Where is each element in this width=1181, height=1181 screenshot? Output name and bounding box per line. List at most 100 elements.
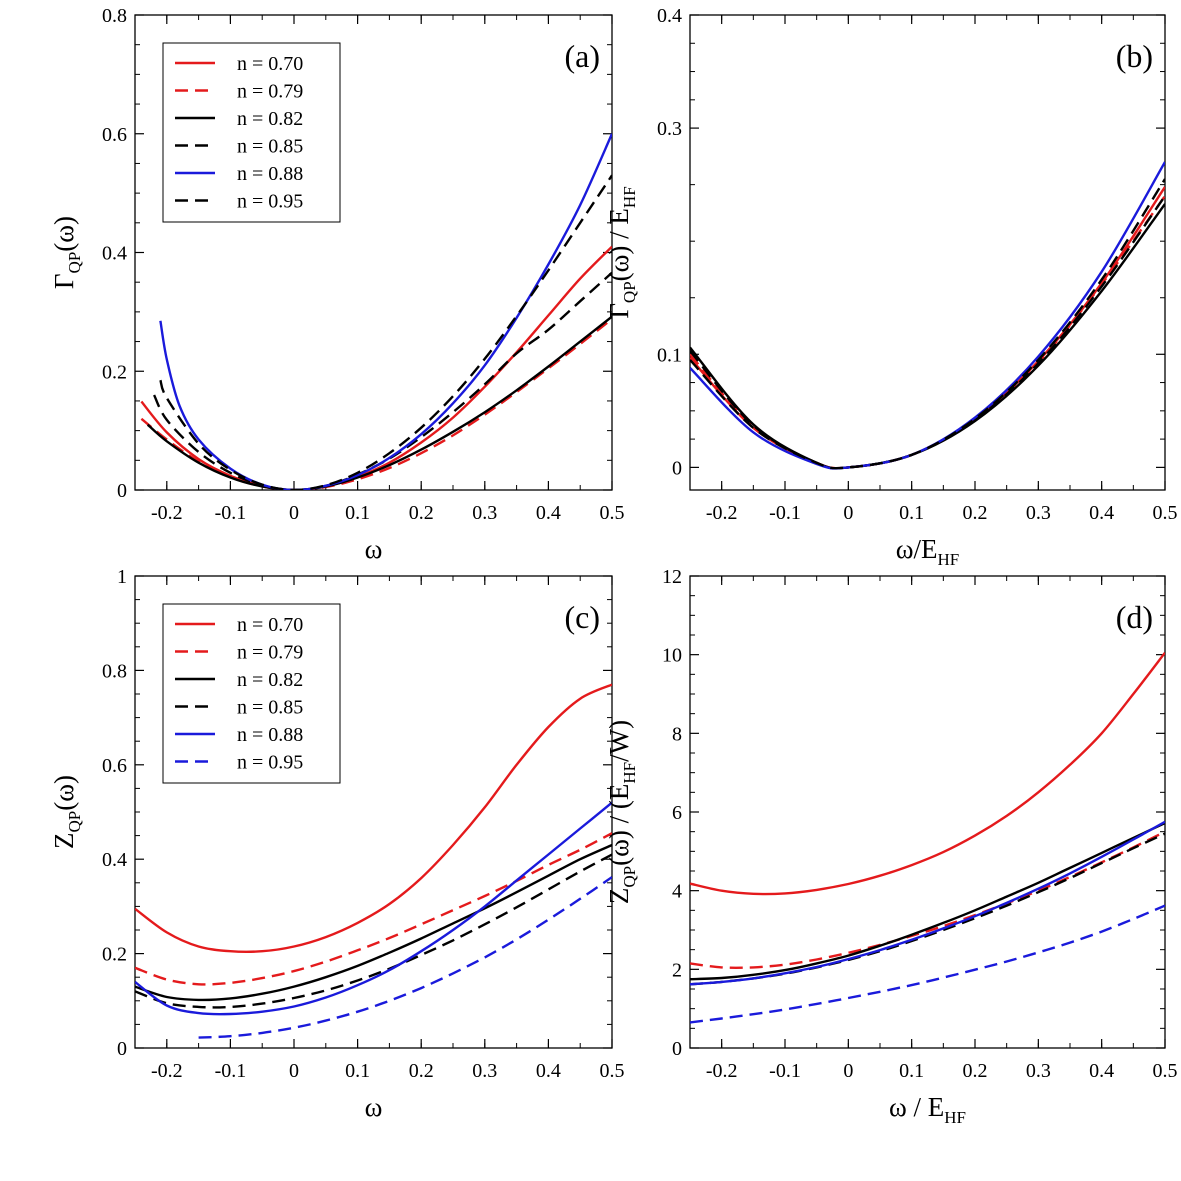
y-axis-label-sub2: HF	[620, 186, 639, 208]
x-tick-label: 0.2	[963, 502, 988, 524]
legend-label-2: n = 0.82	[237, 669, 303, 691]
x-axis-label-base: ω	[365, 534, 383, 564]
legend-label-5: n = 0.95	[237, 191, 303, 213]
x-tick-label: 0.2	[409, 502, 434, 524]
x-tick-label: 0	[289, 502, 299, 524]
x-axis-label-sub: HF	[944, 1108, 966, 1127]
legend-box	[162, 603, 341, 784]
series-line-4	[690, 820, 1165, 986]
y-tick-label: 0.4	[657, 5, 682, 27]
y-axis-label: ZQP(ω) / (EHF/W)	[604, 720, 639, 904]
panel-c: -0.2 -0.1 0 0.1 0.2 0.3 0.4 0.5 0 0.2 0.4 0.6 0.8 1 (c…	[49, 566, 625, 1122]
x-tick-label: -0.1	[215, 1060, 247, 1082]
x-axis-label: ω	[365, 534, 383, 564]
x-tick-label: 0.3	[1026, 502, 1051, 524]
x-tick-label: 0.2	[963, 1060, 988, 1082]
y-tick-label: 0	[672, 457, 682, 479]
y-tick-label: 1	[117, 566, 127, 588]
x-tick-label: 0.1	[899, 1060, 924, 1082]
y-tick-label: 0.4	[102, 243, 127, 265]
y-tick-label: 0.6	[102, 755, 127, 777]
panel-d: -0.2 -0.1 0 0.1 0.2 0.3 0.4 0.5 0 2 4 6 8 10 12 (d) ω / …	[604, 566, 1178, 1127]
x-tick-label: -0.2	[151, 1060, 183, 1082]
x-tick-label: 0.3	[472, 502, 497, 524]
legend-label-4: n = 0.88	[237, 163, 303, 185]
series-line-3	[690, 195, 1165, 470]
legend: n = 0.70 n = 0.79 n = 0.82 n = 0.85 n = 0.88…	[162, 603, 341, 784]
series-line-2	[690, 821, 1165, 981]
panel-b: -0.2 -0.1 0 0.1 0.2 0.3 0.4 0.5 0 0.1 0.3 0.4 (b) ω/E…	[604, 5, 1178, 569]
y-tick-label: 0	[672, 1038, 682, 1060]
y-tick-label: 10	[662, 645, 682, 667]
series-line-2	[690, 203, 1165, 470]
x-tick-label: 0.5	[1153, 502, 1178, 524]
y-tick-label: 0.8	[102, 660, 127, 682]
y-axis-label: ΓQP(ω) / EHF	[604, 186, 639, 318]
y-tick-label: 0.4	[102, 849, 127, 871]
panel-label: (c)	[564, 599, 600, 635]
series-line-5	[690, 178, 1165, 470]
x-tick-label: 0.4	[536, 1060, 561, 1082]
series-line-1	[690, 830, 1165, 969]
y-axis-label: ΓQP(ω)	[49, 216, 84, 289]
y-tick-label: 0	[117, 1038, 127, 1060]
series-line-3	[135, 853, 612, 1009]
x-tick-label: 0.1	[345, 502, 370, 524]
x-tick-label: -0.2	[151, 502, 183, 524]
legend-label-5: n = 0.95	[237, 752, 303, 774]
legend-label-0: n = 0.70	[237, 614, 303, 636]
x-tick-label: 0.1	[345, 1060, 370, 1082]
series-line-1	[135, 832, 612, 986]
x-tick-label: 0.5	[600, 502, 625, 524]
series-group	[690, 651, 1165, 1024]
x-tick-label: 0	[843, 502, 853, 524]
y-tick-label: 0.2	[102, 361, 127, 383]
series-group	[690, 161, 1165, 470]
x-tick-label: 0.3	[1026, 1060, 1051, 1082]
panel-label: (b)	[1116, 38, 1153, 74]
series-line-0	[690, 651, 1165, 896]
y-axis-label-rest: (ω)	[49, 216, 79, 252]
legend-label-1: n = 0.79	[237, 642, 303, 664]
y-axis-label-symbol: Γ	[604, 303, 634, 319]
legend-box	[162, 42, 341, 223]
series-line-0	[135, 683, 612, 953]
panel-label: (d)	[1116, 599, 1153, 635]
x-tick-label: -0.2	[706, 502, 738, 524]
series-line-4	[690, 161, 1165, 470]
y-axis-label-symbol: Γ	[49, 273, 79, 289]
x-tick-label: 0.4	[1089, 1060, 1114, 1082]
x-tick-label: 0.5	[600, 1060, 625, 1082]
y-axis-label-symbol: Z	[49, 833, 79, 850]
y-tick-label: 2	[672, 959, 682, 981]
x-tick-label: 0.3	[472, 1060, 497, 1082]
x-tick-label: -0.1	[769, 502, 801, 524]
series-line-0	[690, 186, 1165, 470]
series-group	[135, 683, 612, 1039]
x-tick-label: 0.1	[899, 502, 924, 524]
panel-a: -0.2 -0.1 0 0.1 0.2 0.3 0.4 0.5 0 0.2 0.4 0.6 0.8 (a)…	[49, 5, 625, 564]
legend: n = 0.70 n = 0.79 n = 0.82 n = 0.85 n = 0.88…	[162, 42, 341, 223]
y-axis-label-sub: QP	[620, 281, 639, 303]
x-tick-label: 0.4	[1089, 502, 1114, 524]
x-tick-label: -0.1	[769, 1060, 801, 1082]
y-axis-label-symbol: Z	[604, 888, 634, 905]
series-line-5	[690, 904, 1165, 1024]
legend-label-0: n = 0.70	[237, 53, 303, 75]
y-tick-label: 0.1	[657, 344, 682, 366]
series-line-5	[159, 174, 612, 490]
x-axis-label: ω / EHF	[889, 1092, 966, 1127]
series-group	[140, 133, 612, 490]
y-tick-label: 0.2	[102, 944, 127, 966]
x-axis-label-base: ω	[365, 1092, 383, 1122]
series-line-3	[690, 832, 1165, 986]
legend-label-4: n = 0.88	[237, 724, 303, 746]
y-axis-label: ZQP(ω)	[49, 775, 84, 849]
legend-label-2: n = 0.82	[237, 108, 303, 130]
x-tick-label: 0.5	[1153, 1060, 1178, 1082]
x-tick-label: 0	[289, 1060, 299, 1082]
y-axis-label-sub: QP	[65, 811, 84, 833]
y-axis-label-rest: (ω) / E	[604, 208, 634, 281]
y-axis-label-sub: QP	[620, 866, 639, 888]
y-axis-label-rest2: /W)	[604, 720, 634, 762]
